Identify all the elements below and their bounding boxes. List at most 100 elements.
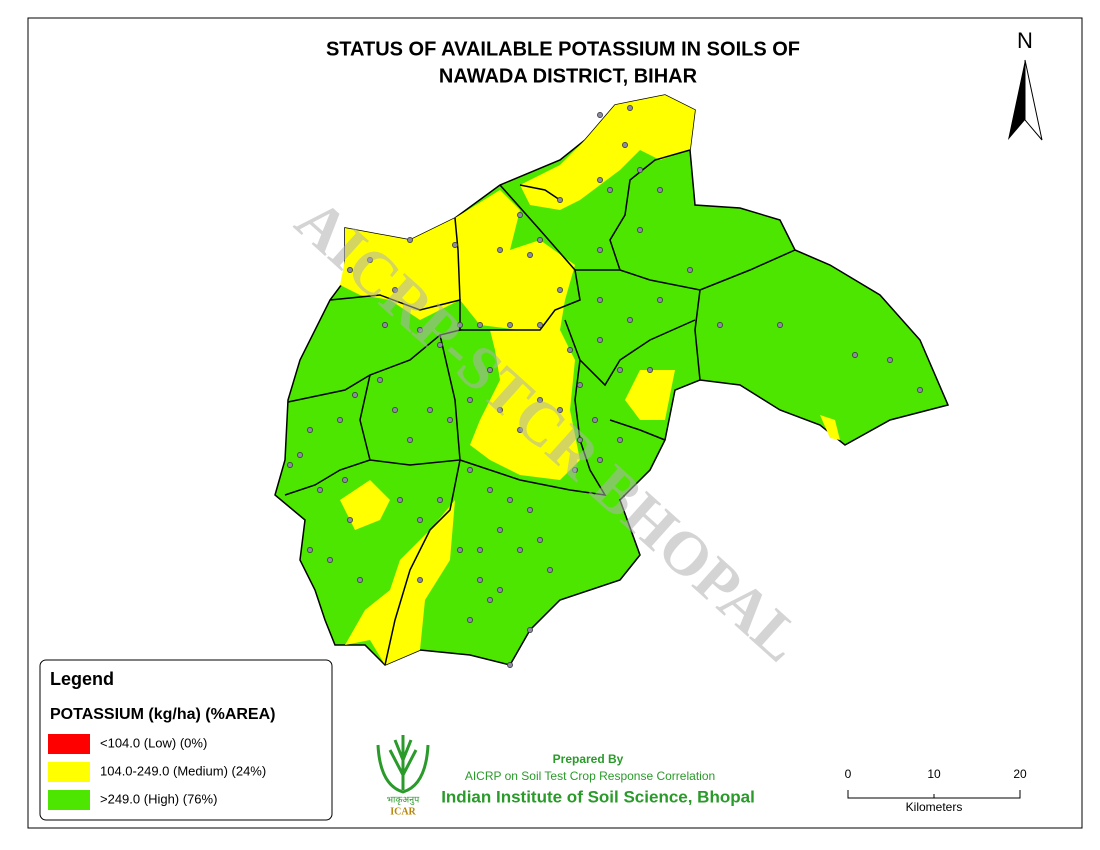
medium-zone <box>345 500 455 665</box>
sample-point <box>327 557 333 563</box>
sample-point <box>537 237 543 243</box>
sample-point <box>577 382 583 388</box>
sample-point <box>657 187 663 193</box>
frame <box>27 17 1083 829</box>
logo-leaf <box>388 749 418 779</box>
medium-zone <box>340 190 575 330</box>
sample-point <box>357 577 363 583</box>
sample-point <box>637 227 643 233</box>
legend-subtitle: POTASSIUM (kg/ha) (%AREA) <box>50 706 275 723</box>
boundary <box>287 294 461 403</box>
sample-point <box>477 322 483 328</box>
sample-point <box>467 467 473 473</box>
sample-point <box>487 597 493 603</box>
boundary <box>694 289 701 381</box>
medium-zone <box>520 95 695 210</box>
sample-point <box>637 167 643 173</box>
sample-point <box>407 237 413 243</box>
sample-point <box>507 322 513 328</box>
medium-zones <box>340 95 840 665</box>
sample-point <box>597 247 603 253</box>
north-arrow-left <box>1008 60 1025 140</box>
sample-point <box>392 407 398 413</box>
legend-label: >249.0 (High) (76%) <box>100 791 217 806</box>
legend-label: 104.0-249.0 (Medium) (24%) <box>100 763 266 778</box>
sample-point <box>427 407 433 413</box>
credits-institute: Indian Institute of Soil Science, Bhopal <box>441 787 755 806</box>
medium-zone <box>470 330 580 480</box>
sample-point <box>627 317 633 323</box>
sample-point <box>507 662 513 668</box>
sample-point <box>497 407 503 413</box>
scale-tick-label: 20 <box>1013 767 1027 781</box>
logo-name: ICAR <box>390 806 416 817</box>
sample-point <box>497 247 503 253</box>
north-arrow-right <box>1024 59 1043 141</box>
sample-point <box>307 427 313 433</box>
sample-point <box>347 517 353 523</box>
sample-point <box>417 327 423 333</box>
sample-point <box>622 142 628 148</box>
sample-point <box>297 452 303 458</box>
boundary <box>284 374 371 496</box>
boundary <box>454 217 461 301</box>
north-arrow: N <box>1008 28 1043 141</box>
sample-point <box>517 212 523 218</box>
boundary <box>459 359 607 496</box>
sample-point <box>572 467 578 473</box>
block-boundaries <box>284 149 796 666</box>
legend-swatch <box>48 762 90 782</box>
sample-point <box>497 587 503 593</box>
boundary <box>519 184 561 201</box>
sample-point <box>527 507 533 513</box>
sample-point <box>487 367 493 373</box>
sample-point <box>592 417 598 423</box>
sample-point <box>497 527 503 533</box>
legend-label: <104.0 (Low) (0%) <box>100 735 207 750</box>
sample-point <box>917 387 923 393</box>
credits-prepared: Prepared By <box>553 752 624 766</box>
boundary <box>609 419 666 441</box>
sample-point <box>777 322 783 328</box>
sample-point <box>377 377 383 383</box>
sample-point <box>577 437 583 443</box>
sample-point <box>397 497 403 503</box>
sample-point <box>507 497 513 503</box>
sample-point <box>887 357 893 363</box>
scale-tick-label: 0 <box>845 767 852 781</box>
title-line: NAWADA DISTRICT, BIHAR <box>439 65 698 87</box>
sample-point <box>307 547 313 553</box>
scale-line <box>847 790 1021 799</box>
sample-point <box>617 367 623 373</box>
sample-point <box>527 627 533 633</box>
sample-point <box>647 367 653 373</box>
sample-point <box>517 547 523 553</box>
scale-bar: Kilometers 0 10 20 <box>845 767 1027 814</box>
credits-org: AICRP on Soil Test Crop Response Correla… <box>465 769 715 783</box>
sample-point <box>597 177 603 183</box>
sample-point <box>457 547 463 553</box>
sample-point <box>567 347 573 353</box>
sample-point <box>597 112 603 118</box>
sample-point <box>452 242 458 248</box>
title-line: STATUS OF AVAILABLE POTASSIUM IN SOILS O… <box>326 38 800 60</box>
sample-point <box>607 187 613 193</box>
district-map <box>274 94 950 668</box>
sample-point <box>467 617 473 623</box>
boundary <box>460 184 581 331</box>
legend-items: <104.0 (Low) (0%) 104.0-249.0 (Medium) (2… <box>48 734 266 810</box>
sample-point <box>717 322 723 328</box>
sample-point <box>657 297 663 303</box>
sample-point <box>477 577 483 583</box>
sample-point <box>627 105 633 111</box>
sample-point <box>557 197 563 203</box>
sample-point <box>467 397 473 403</box>
sample-point <box>337 417 343 423</box>
sample-points <box>287 105 923 668</box>
sample-point <box>417 517 423 523</box>
logo-leaf <box>393 739 413 765</box>
north-label: N <box>1017 28 1033 53</box>
sample-point <box>347 267 353 273</box>
sample-point <box>557 407 563 413</box>
